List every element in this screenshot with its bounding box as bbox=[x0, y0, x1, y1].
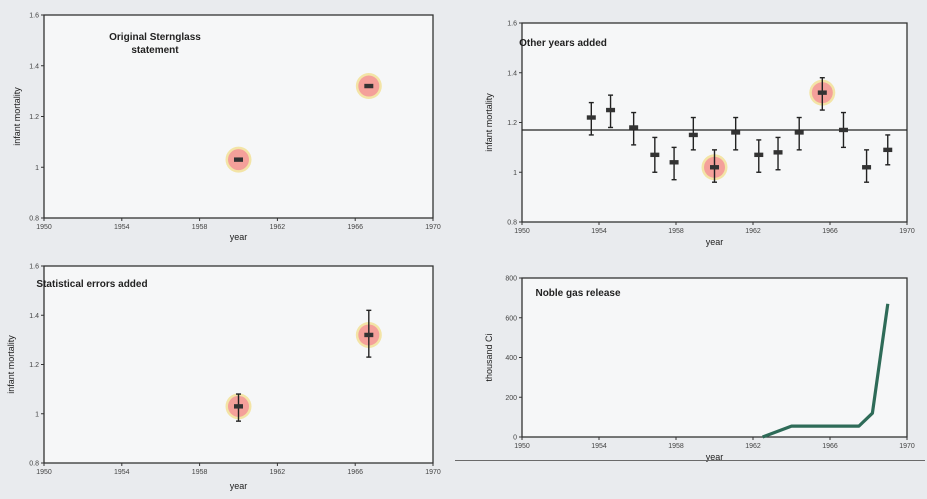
x-tick-label: 1950 bbox=[514, 443, 530, 450]
x-tick-label: 1966 bbox=[347, 224, 363, 231]
x-tick-label: 1950 bbox=[36, 469, 52, 476]
chart-title: Other years added bbox=[519, 38, 607, 49]
x-tick-label: 1950 bbox=[514, 228, 530, 235]
plot-frame bbox=[43, 14, 434, 219]
x-tick-label: 1958 bbox=[192, 469, 208, 476]
x-tick-label: 1958 bbox=[668, 443, 684, 450]
data-point bbox=[364, 332, 374, 338]
y-tick-label: 1.4 bbox=[29, 63, 39, 70]
data-point bbox=[754, 152, 764, 158]
data-point bbox=[883, 147, 893, 153]
x-axis-label: year bbox=[230, 232, 248, 242]
y-tick-label: 200 bbox=[505, 395, 517, 402]
chart-other-years: 1950 1954 1958 1962 1966 1970 0.8 1 1.2 1.4 1.6 yea… bbox=[470, 10, 920, 250]
x-tick-label: 1970 bbox=[425, 224, 441, 231]
data-point bbox=[688, 132, 698, 138]
data-point bbox=[669, 160, 679, 165]
chart-svg-other-years: 1950 1954 1958 1962 1966 1970 0.8 1 1.2 1.4 1.6 yea… bbox=[484, 21, 915, 248]
chart-svg-original-statement: 1950 1954 1958 1962 1966 1970 0.8 1 1.2 1.4 1.6 yea… bbox=[12, 13, 441, 243]
y-tick-label: 1.2 bbox=[29, 362, 39, 369]
data-point bbox=[794, 130, 804, 135]
y-tick-label: 1.4 bbox=[507, 70, 517, 77]
data-point bbox=[731, 130, 741, 135]
y-tick-label: 1 bbox=[35, 165, 39, 172]
data-point bbox=[234, 157, 243, 162]
data-point bbox=[629, 125, 639, 130]
chart-noble-gas: 1950 1954 1958 1962 1966 1970 0 200 400 600 800 yea… bbox=[470, 270, 920, 470]
x-tick-label: 1954 bbox=[591, 228, 607, 235]
y-tick-label: 0.8 bbox=[29, 461, 39, 468]
y-axis-label: infant mortality bbox=[12, 87, 22, 146]
data-point bbox=[862, 165, 872, 170]
y-tick-label: 1.2 bbox=[507, 120, 517, 127]
y-tick-label: 800 bbox=[505, 276, 517, 283]
x-tick-label: 1970 bbox=[899, 443, 915, 450]
data-point bbox=[606, 107, 616, 113]
data-point bbox=[773, 150, 783, 155]
y-axis-label: infant mortality bbox=[6, 335, 16, 394]
data-point bbox=[817, 90, 827, 95]
x-tick-label: 1966 bbox=[822, 228, 838, 235]
y-tick-label: 600 bbox=[505, 315, 517, 322]
y-tick-label: 1.6 bbox=[29, 264, 39, 271]
y-tick-label: 0.8 bbox=[507, 220, 517, 227]
scan-line-decoration bbox=[455, 460, 925, 461]
x-axis-label: year bbox=[706, 237, 724, 247]
data-point bbox=[364, 83, 374, 89]
y-tick-label: 1.6 bbox=[29, 13, 39, 20]
data-point bbox=[650, 152, 660, 158]
x-tick-label: 1954 bbox=[591, 443, 607, 450]
chart-title: statement bbox=[131, 45, 179, 56]
chart-svg-statistical-errors: 1950 1954 1958 1962 1966 1970 0.8 1 1.2 1.4 1.6 yea… bbox=[6, 264, 441, 492]
x-axis-label: year bbox=[230, 481, 248, 491]
y-tick-label: 1 bbox=[513, 170, 517, 177]
x-tick-label: 1970 bbox=[425, 469, 441, 476]
data-point bbox=[838, 127, 848, 133]
x-tick-label: 1966 bbox=[347, 469, 363, 476]
y-tick-label: 1.2 bbox=[29, 114, 39, 121]
plot-frame bbox=[43, 265, 434, 464]
data-point bbox=[710, 165, 719, 170]
x-axis-label: year bbox=[706, 452, 724, 462]
x-tick-label: 1966 bbox=[822, 443, 838, 450]
data-point bbox=[586, 115, 596, 120]
x-tick-label: 1962 bbox=[745, 443, 761, 450]
y-axis-label: thousand Ci bbox=[484, 333, 494, 381]
x-tick-label: 1954 bbox=[114, 469, 130, 476]
chart-original-statement: 1950 1954 1958 1962 1966 1970 0.8 1 1.2 1.4 1.6 yea… bbox=[0, 0, 450, 250]
y-tick-label: 1.6 bbox=[507, 21, 517, 28]
chart-svg-noble-gas: 1950 1954 1958 1962 1966 1970 0 200 400 600 800 yea… bbox=[484, 276, 915, 463]
y-axis-label: infant mortality bbox=[484, 93, 494, 152]
plot-frame bbox=[521, 22, 908, 223]
y-tick-label: 0 bbox=[513, 435, 517, 442]
chart-title: Statistical errors added bbox=[36, 279, 147, 290]
x-tick-label: 1962 bbox=[745, 228, 761, 235]
chart-title: Noble gas release bbox=[535, 288, 620, 299]
x-tick-label: 1954 bbox=[114, 224, 130, 231]
x-tick-label: 1962 bbox=[270, 469, 286, 476]
chart-statistical-errors: 1950 1954 1958 1962 1966 1970 0.8 1 1.2 1.4 1.6 yea… bbox=[0, 255, 450, 499]
y-tick-label: 1.4 bbox=[29, 313, 39, 320]
x-tick-label: 1970 bbox=[899, 228, 915, 235]
x-tick-label: 1950 bbox=[36, 224, 52, 231]
data-point bbox=[234, 404, 243, 409]
x-tick-label: 1958 bbox=[668, 228, 684, 235]
x-tick-label: 1958 bbox=[192, 224, 208, 231]
y-tick-label: 400 bbox=[505, 355, 517, 362]
x-tick-label: 1962 bbox=[270, 224, 286, 231]
chart-title: Original Sternglass bbox=[109, 32, 201, 43]
y-tick-label: 1 bbox=[35, 411, 39, 418]
series-line bbox=[762, 303, 890, 439]
y-tick-label: 0.8 bbox=[29, 216, 39, 223]
plot-frame bbox=[521, 277, 908, 438]
